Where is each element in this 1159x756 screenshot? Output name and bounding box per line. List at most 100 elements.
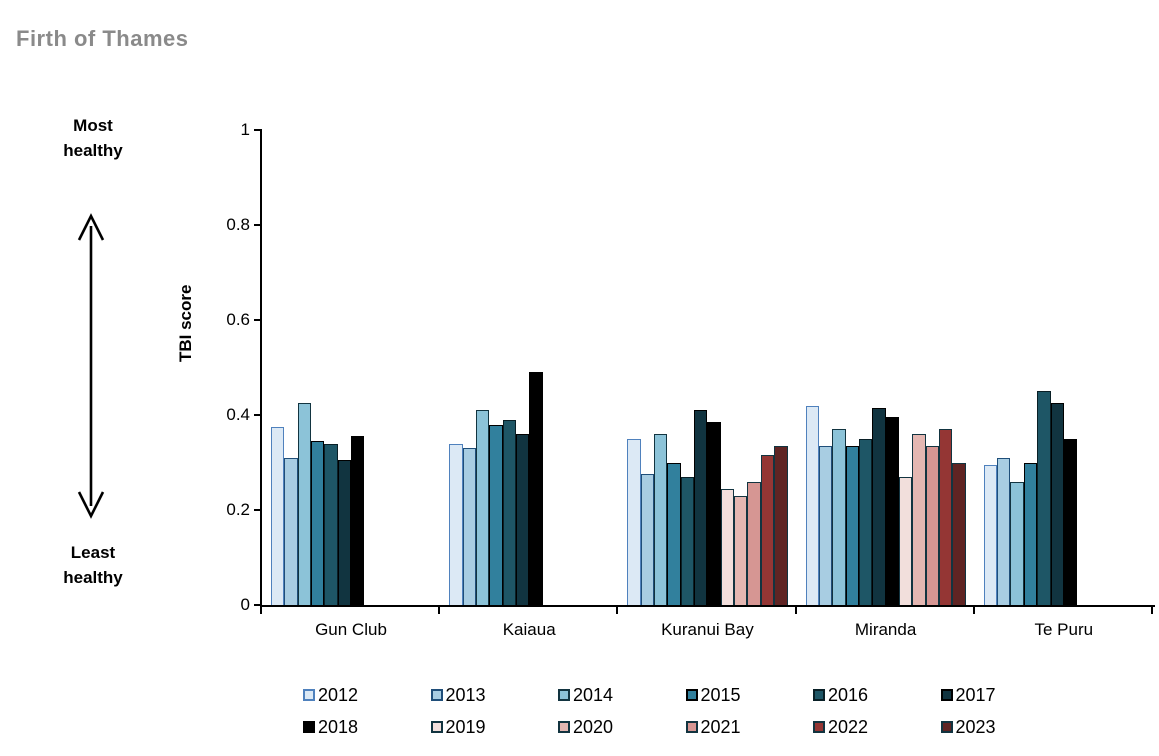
- y-tick: [254, 414, 262, 416]
- legend-label: 2019: [445, 716, 486, 737]
- x-axis-label-te-puru: Te Puru: [1034, 620, 1094, 639]
- bar-slot: [1037, 130, 1051, 605]
- bar-slot: [640, 130, 655, 605]
- bar-slot: [404, 130, 417, 605]
- legend-item-2015: 2015: [685, 679, 814, 711]
- bar-slot: [667, 130, 681, 605]
- bar-2016-kaiaua: [502, 419, 516, 605]
- x-tick: [260, 607, 262, 614]
- bar-2015-te-puru: [1023, 462, 1038, 605]
- bar-slot: [449, 130, 463, 605]
- bar-2017-miranda: [872, 407, 886, 605]
- bar-slot: [1104, 130, 1117, 605]
- bar-2015-kuranui-bay: [667, 462, 681, 605]
- bar-2012-gun-club: [271, 426, 285, 605]
- bar-2018-kaiaua: [529, 372, 543, 605]
- y-tick-label: 0.4: [226, 405, 250, 424]
- bar-slot: [337, 130, 352, 605]
- x-tick: [616, 607, 619, 614]
- bar-2013-gun-club: [284, 457, 298, 605]
- bar-slot: [654, 130, 668, 605]
- y-tick: [254, 224, 262, 226]
- bar-group-kaiaua: [440, 130, 618, 605]
- bar-2013-kuranui-bay: [640, 474, 655, 605]
- bar-2014-miranda: [832, 429, 846, 605]
- x-axis-line: [260, 605, 1155, 607]
- bar-slot: [271, 130, 285, 605]
- bar-slot: [543, 130, 556, 605]
- bar-group-miranda: [797, 130, 975, 605]
- legend-item-2014: 2014: [558, 679, 686, 711]
- bar-2018-miranda: [885, 417, 899, 605]
- bar-slot: [774, 130, 788, 605]
- legend-item-2022: 2022: [813, 711, 941, 743]
- y-tick: [254, 604, 262, 606]
- x-axis-label-miranda: Miranda: [854, 620, 917, 639]
- chart-title: Firth of Thames: [16, 26, 189, 51]
- legend-swatch-icon: [685, 689, 698, 701]
- bar-slot: [596, 130, 609, 605]
- bar-slot: [997, 130, 1011, 605]
- bar-2016-kuranui-bay: [680, 476, 695, 605]
- legend-label: 2021: [700, 716, 741, 737]
- bar-2023-miranda: [952, 462, 966, 605]
- bar-2021-kuranui-bay: [747, 481, 761, 605]
- y-axis-title: TBI score: [176, 284, 195, 362]
- bar-slot: [818, 130, 833, 605]
- bar-slot: [475, 130, 490, 605]
- bar-slot: [515, 130, 530, 605]
- bar-2012-te-puru: [983, 464, 998, 605]
- bar-2013-miranda: [818, 445, 833, 605]
- bar-2014-gun-club: [297, 403, 312, 605]
- bar-slot: [297, 130, 312, 605]
- bar-slot: [418, 130, 431, 605]
- legend-item-2012: 2012: [303, 679, 431, 711]
- legend-label: 2023: [955, 716, 996, 737]
- legend-item-2013: 2013: [430, 679, 559, 711]
- bar-slot: [311, 130, 325, 605]
- bar-slot: [364, 130, 377, 605]
- bar-2012-kaiaua: [449, 443, 463, 605]
- legend-label: 2017: [955, 684, 996, 705]
- bar-2017-kaiaua: [515, 434, 530, 605]
- bar-slot: [952, 130, 966, 605]
- bar-2017-kuranui-bay: [694, 410, 708, 605]
- bar-slot: [627, 130, 641, 605]
- bar-2015-kaiaua: [489, 424, 503, 605]
- bar-slot: [885, 130, 899, 605]
- y-tick: [254, 319, 262, 321]
- x-tick: [794, 607, 797, 614]
- legend-swatch-icon: [430, 721, 443, 733]
- bar-2015-miranda: [845, 445, 859, 605]
- bar-slot: [707, 130, 721, 605]
- bar-2018-te-puru: [1063, 438, 1078, 605]
- bar-2017-gun-club: [337, 460, 352, 605]
- bar-slot: [1010, 130, 1024, 605]
- bar-2014-kaiaua: [475, 410, 490, 605]
- bar-slot: [324, 130, 338, 605]
- bar-slot: [284, 130, 298, 605]
- bar-slot: [1063, 130, 1078, 605]
- x-tick: [972, 607, 975, 614]
- bar-slot: [805, 130, 819, 605]
- bar-2022-kuranui-bay: [760, 455, 775, 605]
- bar-2012-kuranui-bay: [627, 438, 641, 605]
- legend-item-2016: 2016: [813, 679, 941, 711]
- bar-slot: [1050, 130, 1064, 605]
- legend-label: 2013: [445, 684, 486, 705]
- bar-slot: [939, 130, 953, 605]
- bar-slot: [832, 130, 846, 605]
- legend-swatch-icon: [940, 721, 953, 733]
- least-healthy-label: Least healthy: [63, 543, 123, 587]
- bar-2014-te-puru: [1010, 481, 1024, 605]
- y-tick: [254, 129, 262, 131]
- bar-2021-miranda: [925, 445, 940, 605]
- legend-swatch-icon: [430, 689, 443, 701]
- legend-swatch-icon: [558, 721, 570, 733]
- y-tick: [254, 509, 262, 511]
- bar-2017-te-puru: [1050, 403, 1064, 605]
- bar-slot: [556, 130, 569, 605]
- bar-slot: [925, 130, 940, 605]
- x-axis-label-kuranui-bay: Kuranui Bay: [661, 620, 754, 639]
